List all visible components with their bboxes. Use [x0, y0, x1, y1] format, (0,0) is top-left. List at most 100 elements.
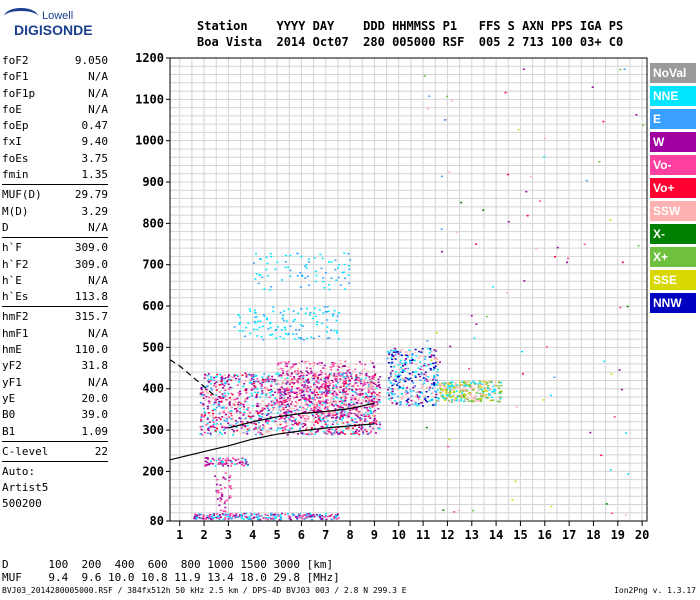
echo-point	[222, 407, 225, 409]
echo-point	[367, 409, 370, 412]
echo-point	[353, 421, 356, 424]
echo-point	[313, 363, 316, 366]
param-name: B1	[2, 424, 16, 438]
echo-point	[227, 383, 230, 385]
echo-point	[364, 415, 367, 417]
echo-point	[358, 417, 361, 419]
echo-point	[325, 330, 328, 333]
echo-point	[326, 396, 329, 398]
echo-point	[253, 388, 256, 390]
echo-point	[369, 425, 372, 428]
echo-point	[224, 486, 227, 489]
echo-point	[493, 384, 496, 386]
echo-point	[255, 395, 258, 397]
echo-point	[339, 386, 342, 388]
echo-point	[365, 420, 368, 422]
echo-point	[227, 411, 230, 414]
echo-point	[267, 403, 270, 405]
echo-point	[418, 391, 421, 393]
echo-point	[207, 516, 210, 518]
echo-point	[371, 406, 374, 408]
echo-point	[414, 374, 417, 377]
echo-point	[469, 386, 472, 388]
echo-point	[411, 354, 414, 356]
param-name: fxI	[2, 135, 22, 149]
echo-point	[313, 427, 316, 430]
echo-point	[281, 427, 284, 429]
echo-point	[374, 383, 377, 386]
echo-point	[375, 403, 378, 405]
echo-point	[426, 340, 429, 342]
param-name: yE	[2, 391, 16, 405]
echo-point	[217, 491, 220, 494]
echo-point	[435, 391, 438, 393]
echo-point	[566, 261, 569, 264]
echo-point	[350, 396, 353, 399]
echo-point	[489, 399, 492, 402]
x-tick-label: 1	[176, 528, 183, 542]
echo-point	[482, 209, 485, 211]
echo-point	[239, 417, 242, 420]
echo-point	[348, 264, 351, 267]
echo-point	[286, 374, 289, 376]
echo-point	[254, 380, 257, 383]
echo-point	[307, 258, 310, 260]
echo-point	[268, 430, 271, 433]
echo-point	[290, 366, 293, 369]
echo-point	[257, 518, 260, 520]
echo-point	[335, 380, 338, 382]
param-name: h`E	[2, 273, 22, 287]
echo-point	[364, 374, 367, 376]
echo-point	[308, 400, 311, 403]
echo-point	[224, 518, 227, 521]
echo-point	[213, 423, 216, 426]
echo-point	[391, 390, 394, 393]
logo-line-digisonde: DIGISONDE	[14, 22, 93, 38]
echo-point	[216, 478, 219, 481]
echo-point	[312, 392, 315, 394]
echo-point	[322, 312, 325, 314]
echo-point	[244, 372, 247, 374]
echo-point	[307, 372, 310, 375]
echo-point	[342, 379, 345, 381]
echo-point	[375, 385, 378, 387]
echo-point	[283, 412, 286, 415]
echo-point	[227, 374, 230, 377]
echo-point	[327, 310, 330, 313]
echo-point	[336, 332, 339, 334]
y-tick-label: 500	[142, 340, 164, 354]
echo-point	[401, 397, 404, 400]
echo-point	[337, 276, 340, 279]
echo-point	[235, 512, 238, 515]
echo-point	[315, 386, 318, 388]
echo-point	[285, 409, 288, 411]
echo-point	[351, 390, 354, 393]
echo-point	[328, 375, 331, 377]
echo-point	[361, 423, 364, 425]
echo-point	[255, 433, 258, 436]
echo-point	[282, 370, 285, 372]
echo-point	[228, 416, 231, 418]
echo-point	[211, 419, 214, 421]
echo-point	[244, 399, 247, 401]
echo-point	[208, 516, 211, 519]
echo-point	[304, 397, 307, 399]
echo-point	[325, 379, 328, 381]
echo-point	[279, 335, 282, 338]
echo-point	[440, 387, 443, 390]
echo-point	[328, 261, 331, 263]
echo-point	[250, 395, 253, 397]
echo-point	[487, 393, 490, 395]
param-name: h`F2	[2, 257, 29, 271]
echo-point	[281, 317, 284, 320]
echo-point	[347, 405, 350, 407]
echo-point	[529, 176, 532, 178]
echo-point	[326, 391, 329, 394]
echo-point	[370, 411, 373, 413]
echo-point	[309, 397, 312, 399]
echo-point	[424, 374, 427, 376]
echo-point	[445, 390, 448, 392]
echo-point	[443, 119, 446, 121]
echo-point	[340, 419, 343, 421]
echo-point	[394, 348, 397, 351]
